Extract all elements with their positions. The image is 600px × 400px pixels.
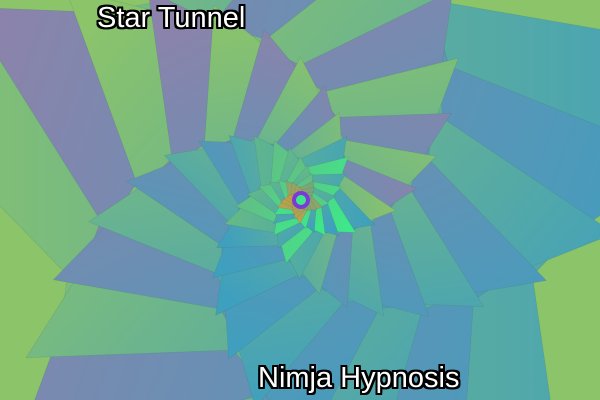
video-title: Star Tunnel xyxy=(97,2,246,34)
channel-credit: Nimja Hypnosis xyxy=(258,362,460,394)
tunnel-core-center xyxy=(296,195,306,205)
